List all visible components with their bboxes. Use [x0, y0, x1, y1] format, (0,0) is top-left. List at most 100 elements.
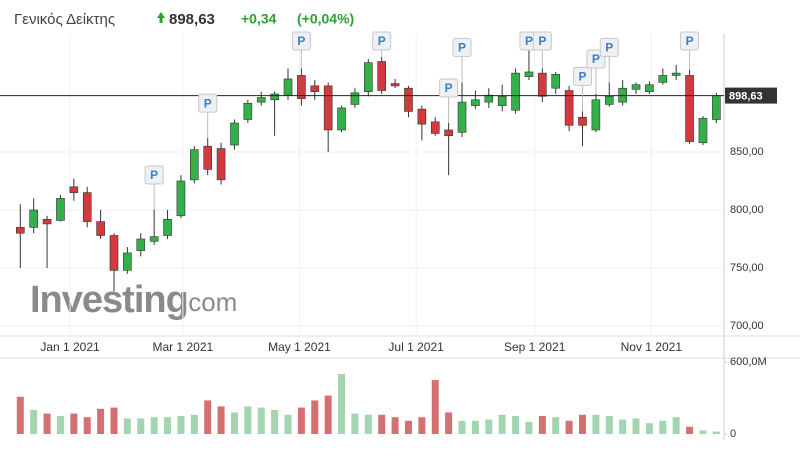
volume-bar [538, 416, 546, 434]
volume-bar [43, 413, 51, 434]
volume-bar [471, 420, 479, 434]
volume-bar [230, 412, 238, 434]
volume-bar [632, 418, 640, 434]
volume-bar [164, 417, 172, 434]
candle-body [176, 180, 186, 217]
candle-body [578, 116, 587, 126]
volume-bar [605, 416, 613, 434]
marker-box [599, 37, 619, 57]
watermark-suffix: .com [181, 287, 237, 317]
candle-body [136, 238, 146, 251]
x-tick-label: May 1 2021 [268, 340, 331, 354]
candle-body [457, 101, 467, 133]
volume-bar [324, 395, 332, 434]
marker-label: P [458, 41, 466, 55]
volume-bar [592, 414, 600, 434]
candle-body [712, 95, 721, 120]
volume-bar [177, 416, 185, 434]
candle-body [230, 122, 239, 146]
volume-bar [83, 417, 91, 434]
marker-label: P [445, 81, 453, 95]
marker-label: P [592, 52, 600, 66]
candle-body [283, 78, 293, 96]
candle-body [29, 209, 38, 228]
candle-body [685, 75, 694, 142]
candle-body [15, 227, 25, 234]
volume-bar [712, 431, 720, 434]
marker-box [144, 165, 164, 185]
candle-body [216, 148, 226, 181]
volume-bar [338, 374, 346, 434]
marker-box [439, 78, 459, 98]
y-tick-label: 600,0M [730, 356, 767, 368]
marker-label: P [378, 34, 386, 48]
volume-bar [512, 416, 520, 434]
candle-body [551, 73, 561, 89]
volume-bar [672, 417, 680, 434]
marker-box [198, 93, 218, 113]
volume-bar [391, 417, 399, 434]
volume-bar [578, 414, 586, 434]
candle-body [337, 107, 346, 131]
last-price: 898,63 [169, 11, 215, 28]
title: Γενικός Δείκτης [14, 11, 115, 28]
marker-box [572, 66, 592, 86]
volume-bar [485, 419, 493, 434]
candle-body [109, 235, 119, 271]
candle-body [82, 192, 92, 222]
marker-label: P [686, 34, 694, 48]
volume-bar [217, 406, 225, 434]
volume-bar [297, 407, 305, 434]
volume-bar [204, 400, 212, 434]
candle-body [417, 108, 427, 125]
volume-bar [97, 408, 105, 434]
candle-body [69, 186, 79, 193]
candle-body [163, 218, 172, 236]
y-tick-label: 800,00 [730, 204, 764, 216]
volume-bar [364, 414, 372, 434]
candle-body [149, 236, 159, 242]
marker-box [680, 31, 700, 51]
candle-body [604, 96, 614, 105]
volume-bar [16, 396, 24, 434]
marker-box [532, 31, 552, 51]
candle-body [444, 129, 453, 137]
volume-bar [56, 416, 64, 434]
change-pct: (+0,04%) [297, 11, 354, 27]
y-tick-label: 750,00 [730, 262, 764, 274]
candle-body [404, 87, 413, 112]
candle-body [243, 102, 253, 120]
volume-bar [699, 430, 707, 434]
up-arrow [157, 12, 165, 23]
candle-body [56, 198, 65, 221]
candle-body [524, 71, 534, 77]
candle-body [190, 149, 199, 181]
volume-bar [445, 412, 453, 434]
candle-body [538, 72, 547, 97]
candle-body [203, 145, 212, 170]
volume-bar [137, 418, 145, 434]
volume-bar [498, 414, 506, 434]
x-tick-label: Jan 1 2021 [40, 340, 100, 354]
candle-body [631, 84, 641, 90]
marker-label: P [605, 41, 613, 55]
volume-bar [686, 426, 694, 434]
volume-bar [257, 407, 265, 434]
candle-body [377, 61, 387, 91]
volume-bar [565, 420, 573, 434]
y-tick-label: 850,00 [730, 146, 764, 158]
volume-bar [311, 400, 319, 434]
candle-body [645, 84, 654, 92]
candle-body [323, 85, 333, 131]
change: +0,34 [241, 11, 277, 27]
volume-bar [150, 417, 158, 434]
candle-body [591, 99, 601, 131]
volume-bar [70, 413, 78, 434]
marker-label: P [150, 168, 158, 182]
marker-label: P [297, 34, 305, 48]
volume-bar [351, 413, 359, 434]
marker-box [372, 31, 392, 51]
candle-body [270, 93, 279, 101]
volume-bar [659, 420, 667, 434]
